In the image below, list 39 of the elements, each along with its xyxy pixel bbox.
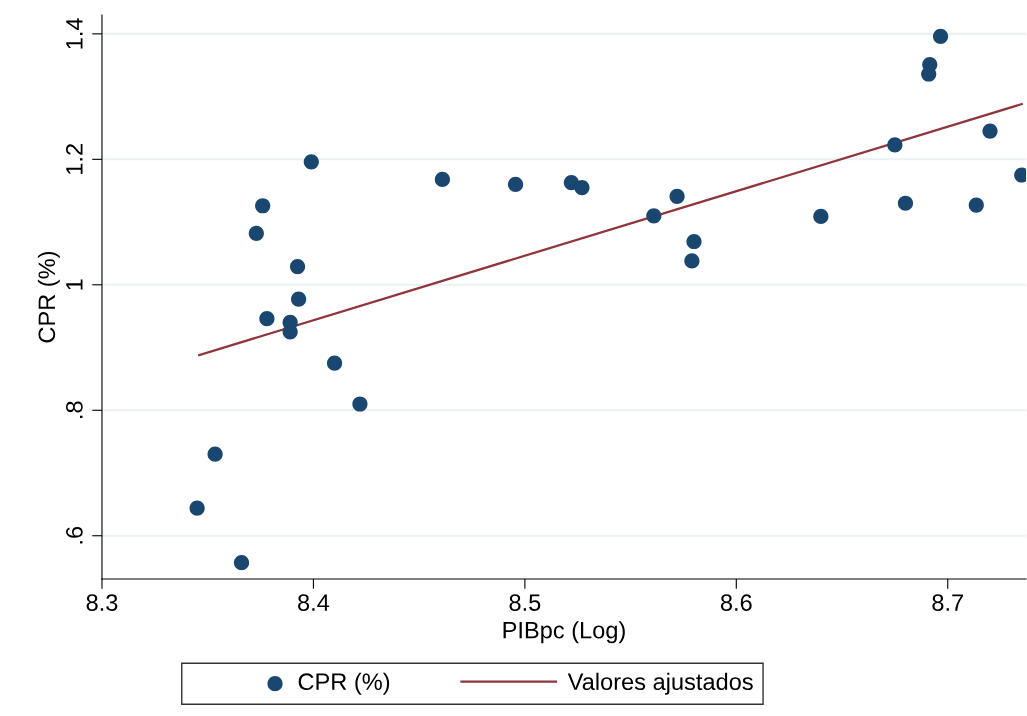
point	[813, 208, 829, 225]
point	[686, 233, 702, 250]
y-tick-label: .8	[66, 401, 83, 418]
x-tick-label: 8.3	[86, 594, 118, 611]
y-tick-label: .6	[66, 526, 83, 544]
point	[326, 355, 343, 371]
y-tick-label: 1.2	[66, 144, 83, 174]
y-tick-label: 1.4	[66, 18, 83, 49]
x-tick-label: 8.7	[932, 594, 963, 611]
point	[646, 208, 662, 224]
point	[434, 171, 451, 188]
point	[291, 291, 307, 307]
point	[352, 396, 368, 412]
point	[233, 555, 250, 571]
legend-label: CPR (%)	[298, 672, 390, 695]
point	[248, 225, 264, 241]
point	[669, 188, 685, 204]
legend-label: Valores ajustados	[567, 672, 753, 695]
y-axis-title: CPR (%)	[37, 251, 60, 343]
point	[207, 446, 223, 462]
point	[932, 28, 949, 44]
point	[968, 197, 984, 213]
point	[507, 176, 524, 193]
point	[684, 253, 700, 269]
point	[255, 198, 271, 214]
x-tick-label: 8.5	[509, 594, 541, 611]
point	[303, 154, 319, 170]
point	[574, 179, 590, 196]
point	[982, 123, 998, 139]
point	[897, 195, 914, 211]
point	[289, 259, 306, 275]
x-tick-label: 8.4	[298, 594, 330, 611]
x-tick-label: 8.6	[720, 594, 752, 611]
x-axis-title: PIBpc (Log)	[503, 621, 625, 644]
point	[887, 137, 903, 153]
point	[189, 500, 205, 516]
y-tick-label: 1	[66, 279, 83, 290]
point	[921, 66, 937, 82]
point	[259, 311, 275, 327]
